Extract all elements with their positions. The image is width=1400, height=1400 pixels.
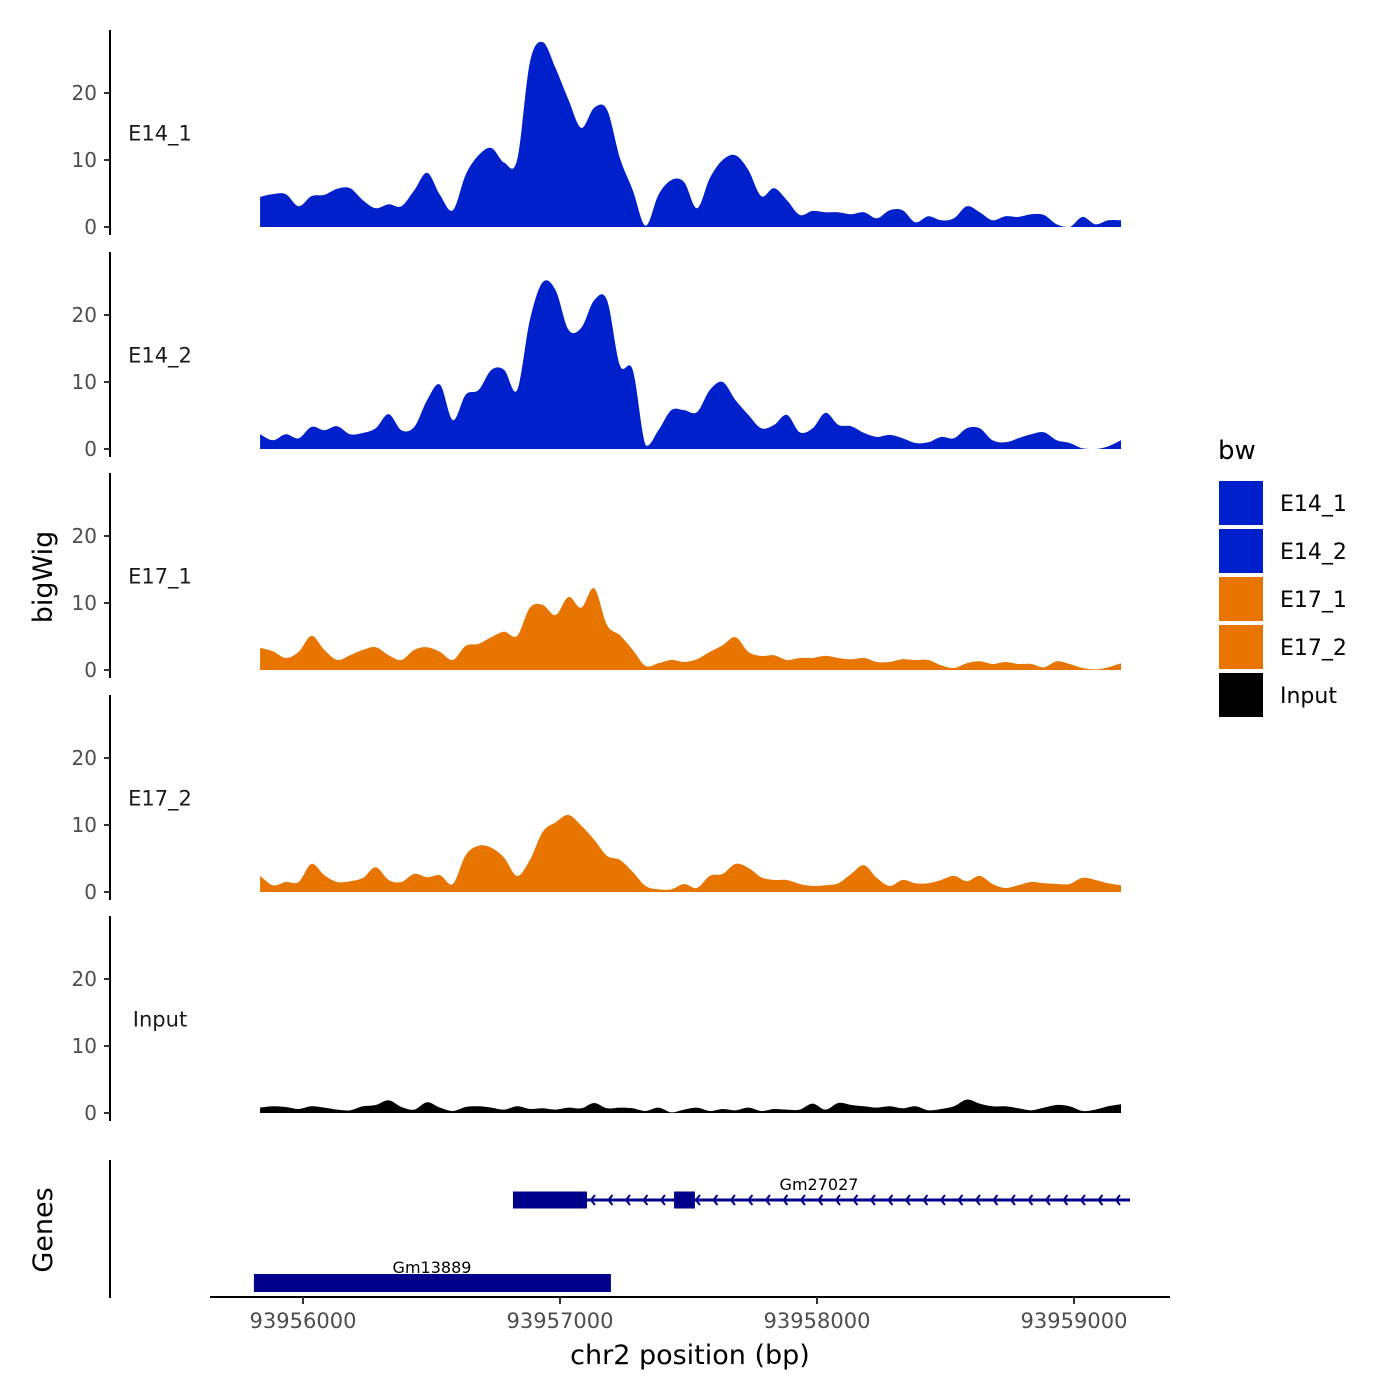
strand-arrow — [922, 1194, 929, 1206]
y-tick-label: 20 — [72, 81, 97, 105]
y-tick-label: 20 — [72, 746, 97, 770]
x-tick-label: 93958000 — [764, 1309, 871, 1333]
strand-arrow — [834, 1194, 841, 1206]
strand-arrow — [1044, 1194, 1051, 1206]
strand-arrow — [1114, 1194, 1121, 1206]
y-tick-label: 20 — [72, 524, 97, 548]
x-tick-label: 93956000 — [250, 1309, 357, 1333]
gene-track-title: Genes — [28, 1187, 59, 1272]
signal-area-e17-1 — [260, 587, 1122, 670]
strand-arrow — [887, 1194, 894, 1206]
y-tick-label: 10 — [72, 813, 97, 837]
strand-arrow — [1097, 1194, 1104, 1206]
strand-arrow — [712, 1194, 719, 1206]
exon-block — [253, 1274, 611, 1292]
strand-arrow — [1062, 1194, 1069, 1206]
legend-swatch-e14-1 — [1219, 481, 1263, 525]
legend-label: E14_2 — [1280, 540, 1347, 565]
legend-label: Input — [1280, 684, 1337, 709]
legend-swatch-input — [1219, 673, 1263, 717]
strand-arrow — [642, 1194, 649, 1206]
signal-area-e17-2 — [260, 814, 1122, 892]
strand-arrow — [904, 1194, 911, 1206]
signal-area-e14-1 — [260, 41, 1122, 227]
y-tick-label: 0 — [84, 658, 97, 682]
legend-swatch-e17-2 — [1219, 625, 1263, 669]
x-tick-label: 93959000 — [1021, 1309, 1128, 1333]
y-tick-label: 20 — [72, 303, 97, 327]
signal-area-e14-2 — [260, 280, 1122, 449]
legend-title: bw — [1218, 436, 1256, 466]
x-axis-title: chr2 position (bp) — [570, 1340, 810, 1371]
y-tick-label: 10 — [72, 591, 97, 615]
gene-label: Gm27027 — [780, 1175, 859, 1194]
strand-arrow — [799, 1194, 806, 1206]
strand-arrow — [764, 1194, 771, 1206]
strand-arrow — [817, 1194, 824, 1206]
legend-label: E17_1 — [1280, 588, 1347, 613]
track-label: E17_1 — [128, 565, 192, 590]
strand-arrow — [992, 1194, 999, 1206]
strand-arrow — [694, 1194, 701, 1206]
track-label: E14_1 — [128, 122, 192, 147]
strand-arrow — [1009, 1194, 1016, 1206]
strand-arrow — [659, 1194, 666, 1206]
strand-arrow — [939, 1194, 946, 1206]
gene-label: Gm13889 — [393, 1258, 472, 1277]
exon-block — [512, 1191, 587, 1209]
strand-arrow — [624, 1194, 631, 1206]
y-tick-label: 0 — [84, 1101, 97, 1125]
track-label: E14_2 — [128, 344, 192, 369]
exon-block — [674, 1191, 695, 1209]
strand-arrow — [957, 1194, 964, 1206]
strand-arrow — [729, 1194, 736, 1206]
y-tick-label: 20 — [72, 967, 97, 991]
strand-arrow — [852, 1194, 859, 1206]
track-label: E17_2 — [128, 787, 192, 812]
y-tick-label: 0 — [84, 437, 97, 461]
strand-arrow — [607, 1194, 614, 1206]
track-label: Input — [133, 1008, 187, 1032]
y-tick-label: 10 — [72, 1034, 97, 1058]
y-tick-label: 10 — [72, 148, 97, 172]
x-tick-label: 93957000 — [507, 1309, 614, 1333]
strand-arrow — [589, 1194, 596, 1206]
legend-label: E17_2 — [1280, 636, 1347, 661]
legend-swatch-e17-1 — [1219, 577, 1263, 621]
strand-arrow — [974, 1194, 981, 1206]
signal-area-input — [260, 1099, 1122, 1113]
strand-arrow — [869, 1194, 876, 1206]
strand-arrow — [782, 1194, 789, 1206]
y-axis-title: bigWig — [28, 531, 59, 624]
strand-arrow — [1079, 1194, 1086, 1206]
y-tick-label: 10 — [72, 370, 97, 394]
legend-label: E14_1 — [1280, 492, 1347, 517]
y-tick-label: 0 — [84, 880, 97, 904]
strand-arrow — [1027, 1194, 1034, 1206]
strand-arrow — [747, 1194, 754, 1206]
legend-swatch-e14-2 — [1219, 529, 1263, 573]
y-tick-label: 0 — [84, 215, 97, 239]
